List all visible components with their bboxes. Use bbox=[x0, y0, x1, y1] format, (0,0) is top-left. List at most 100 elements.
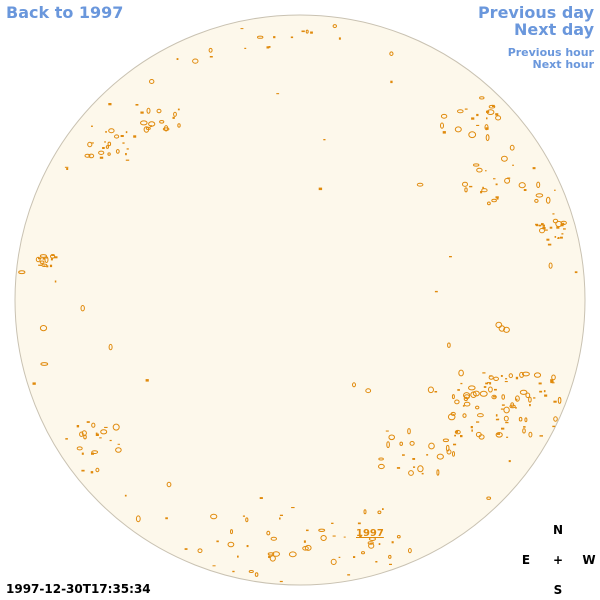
contour-mark bbox=[125, 153, 127, 156]
next-hour-link[interactable]: Next hour bbox=[532, 58, 595, 71]
contour-mark bbox=[480, 191, 483, 194]
contour-mark bbox=[338, 37, 341, 40]
contour-mark bbox=[210, 513, 218, 520]
contour-mark bbox=[409, 441, 415, 446]
contour-mark bbox=[208, 47, 213, 53]
contour-mark bbox=[35, 256, 41, 263]
contour-mark bbox=[495, 183, 498, 186]
contour-mark bbox=[79, 431, 84, 437]
contour-mark bbox=[535, 193, 544, 198]
contour-mark bbox=[552, 213, 555, 215]
contour-mark bbox=[505, 378, 508, 380]
contour-mark bbox=[447, 342, 451, 348]
contour-mark bbox=[445, 444, 450, 452]
contour-mark bbox=[557, 237, 560, 239]
solar-disk bbox=[14, 14, 586, 586]
contour-mark bbox=[476, 421, 480, 423]
contour-mark bbox=[90, 471, 94, 474]
contour-mark bbox=[560, 220, 567, 226]
contour-mark bbox=[240, 28, 244, 30]
contour-mark bbox=[87, 141, 93, 148]
contour-mark bbox=[460, 435, 463, 438]
contour-mark bbox=[353, 556, 356, 558]
contour-mark bbox=[399, 441, 404, 446]
back-to-year-link[interactable]: Back to 1997 bbox=[6, 3, 124, 22]
contour-mark bbox=[272, 551, 281, 557]
contour-mark bbox=[417, 465, 424, 473]
contour-mark bbox=[165, 517, 168, 520]
contour-mark bbox=[269, 555, 276, 562]
contour-mark bbox=[126, 148, 129, 150]
contour-mark bbox=[259, 497, 263, 499]
contour-mark bbox=[428, 442, 435, 450]
contour-mark bbox=[468, 385, 476, 391]
contour-mark bbox=[382, 508, 384, 510]
contour-mark bbox=[495, 418, 499, 421]
contour-mark bbox=[290, 36, 294, 39]
contour-mark bbox=[301, 30, 305, 33]
contour-mark bbox=[318, 187, 323, 191]
contour-mark bbox=[507, 177, 511, 179]
contour-mark bbox=[556, 226, 560, 229]
contour-mark bbox=[560, 236, 563, 239]
contour-mark bbox=[495, 115, 502, 121]
contour-mark bbox=[173, 111, 177, 117]
contour-mark bbox=[279, 517, 281, 520]
contour-mark bbox=[541, 223, 544, 226]
contour-mark bbox=[552, 425, 556, 428]
contour-mark bbox=[436, 469, 440, 476]
contour-mark bbox=[323, 139, 326, 141]
contour-mark bbox=[562, 222, 565, 225]
contour-mark bbox=[176, 58, 179, 60]
contour-mark bbox=[389, 51, 394, 57]
contour-mark bbox=[378, 457, 384, 461]
contour-mark bbox=[246, 545, 249, 548]
contour-mark bbox=[267, 552, 275, 556]
next-day-link[interactable]: Next day bbox=[514, 20, 594, 39]
contour-mark bbox=[145, 379, 149, 382]
contour-mark bbox=[332, 24, 337, 29]
contour-mark bbox=[166, 481, 172, 488]
contour-mark bbox=[408, 548, 412, 554]
contour-mark bbox=[454, 399, 460, 405]
contour-mark bbox=[503, 415, 509, 422]
contour-mark bbox=[523, 426, 526, 428]
contour-mark bbox=[509, 144, 515, 151]
contour-mark bbox=[386, 441, 390, 449]
contour-mark bbox=[390, 80, 393, 84]
contour-mark bbox=[49, 264, 53, 268]
previous-day-link[interactable]: Previous day bbox=[477, 3, 594, 22]
contour-mark bbox=[493, 178, 496, 180]
contour-mark bbox=[408, 470, 414, 476]
contour-mark bbox=[330, 558, 337, 566]
contour-mark bbox=[331, 522, 334, 524]
previous-hour-link[interactable]: Previous hour bbox=[507, 46, 594, 59]
contour-mark bbox=[38, 264, 42, 266]
contour-mark bbox=[468, 131, 477, 139]
contour-mark bbox=[95, 433, 99, 436]
contour-mark bbox=[50, 258, 53, 261]
contour-mark bbox=[40, 362, 49, 366]
contour-mark bbox=[496, 433, 500, 435]
contour-mark bbox=[65, 438, 68, 440]
contour-mark bbox=[396, 535, 401, 539]
contour-mark bbox=[440, 122, 444, 129]
contour-mark bbox=[434, 391, 438, 393]
contour-mark bbox=[159, 120, 165, 124]
contour-mark bbox=[117, 443, 120, 445]
contour-mark bbox=[489, 382, 492, 385]
contour-mark bbox=[105, 145, 110, 149]
contour-mark bbox=[495, 432, 503, 438]
contour-mark bbox=[471, 117, 475, 120]
contour-mark bbox=[493, 396, 496, 398]
contour-mark bbox=[291, 507, 295, 509]
contour-mark bbox=[232, 570, 235, 573]
contour-mark bbox=[115, 447, 122, 453]
compass-center-cross: + bbox=[552, 553, 564, 567]
year-marker-link[interactable]: 1997 bbox=[356, 528, 384, 539]
contour-mark bbox=[504, 177, 511, 184]
contour-mark bbox=[546, 238, 550, 241]
contour-mark bbox=[463, 401, 471, 407]
contour-mark bbox=[105, 131, 107, 133]
